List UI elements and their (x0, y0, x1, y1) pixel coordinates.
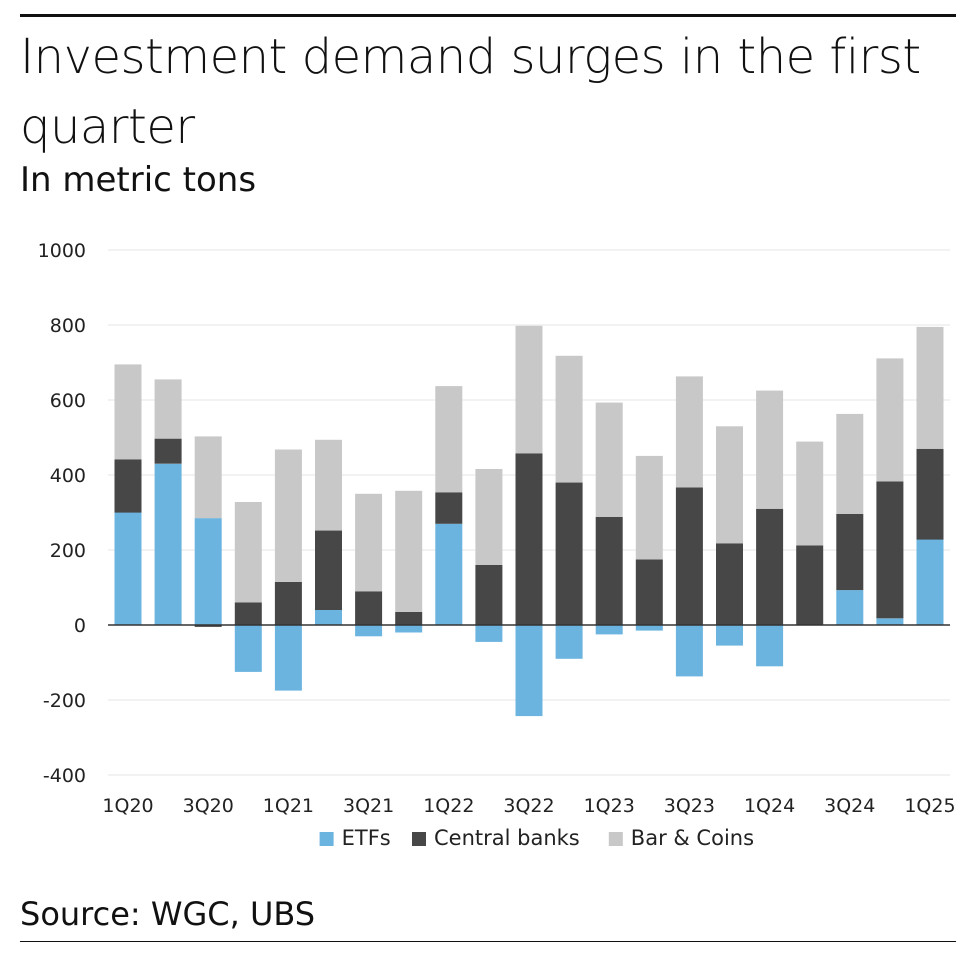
bar-segment (716, 625, 743, 646)
bar-segment (435, 523, 463, 626)
bar-segment (675, 487, 703, 625)
bar-segment (796, 545, 824, 625)
bar-segment (555, 482, 583, 625)
x-tick-label: 3Q23 (664, 795, 715, 817)
bar-segment (836, 590, 864, 625)
bar-segment (435, 386, 463, 493)
x-tick-label: 3Q20 (183, 795, 234, 817)
y-tick-label: -400 (43, 765, 86, 787)
bar-segment (635, 625, 663, 631)
legend-swatch (608, 832, 623, 846)
bottom-rule (20, 941, 956, 942)
bar-segment (716, 426, 743, 544)
bar-segment (114, 459, 142, 513)
top-rule (20, 14, 956, 17)
y-tick-label: 400 (50, 465, 86, 487)
bar-segment (395, 625, 423, 633)
bar-segment (475, 469, 503, 565)
bar-segment (154, 379, 182, 439)
bar-segment (796, 441, 824, 546)
bar-segment (194, 518, 222, 625)
bar-segment (234, 602, 262, 625)
legend-swatch (319, 832, 334, 846)
bar-segment (194, 625, 222, 627)
x-tick-label: 1Q24 (744, 795, 795, 817)
x-tick-label: 1Q22 (423, 795, 474, 817)
bar-segment (435, 492, 463, 524)
source-note: Source: WGC, UBS (20, 895, 316, 933)
y-tick-label: 800 (50, 315, 86, 337)
bar-segment (716, 543, 743, 626)
bar-segment (515, 325, 543, 454)
x-tick-label: 1Q20 (102, 795, 153, 817)
x-tick-label: 1Q23 (584, 795, 635, 817)
bar-segment (635, 455, 663, 560)
bar-segment (154, 463, 182, 626)
legend-swatch (412, 832, 426, 846)
x-tick-label: 3Q24 (824, 795, 875, 817)
x-tick-label: 3Q21 (343, 795, 394, 817)
legend-label: Central banks (434, 826, 580, 850)
x-tick-label: 1Q25 (904, 795, 955, 817)
bar-segment (315, 610, 342, 625)
y-tick-label: 200 (50, 540, 86, 562)
bar-segment (274, 625, 302, 691)
bar-segment (475, 625, 503, 642)
bar-segment (916, 539, 944, 625)
bar-segment (756, 390, 784, 509)
bar-segment (555, 625, 583, 659)
bar-segment (315, 439, 342, 531)
bar-segment (355, 625, 383, 637)
chart-title: Investment demand surges in the first qu… (20, 29, 921, 155)
legend-label: ETFs (342, 826, 391, 850)
bar-segment (355, 493, 383, 592)
bar-segment (756, 508, 784, 626)
y-tick-label: -200 (43, 690, 86, 712)
bar-segment (916, 448, 944, 540)
bar-segment (675, 376, 703, 488)
y-tick-label: 600 (50, 390, 86, 412)
bar-segment (114, 364, 142, 460)
bar-segment (475, 565, 503, 625)
bar-segment (515, 625, 543, 717)
bar-segment (274, 449, 302, 582)
y-tick-label: 1000 (38, 240, 86, 262)
bar-segment (555, 355, 583, 483)
bar-segment (876, 358, 904, 482)
bar-segment (515, 453, 543, 626)
bar-segment (114, 512, 142, 625)
bar-segment (395, 611, 423, 625)
bar-segment (274, 581, 302, 625)
bar-segment (635, 559, 663, 625)
bar-segment (836, 413, 864, 514)
bar-segment (194, 436, 222, 519)
bar-segment (154, 438, 182, 464)
bar-segment (836, 514, 864, 591)
bar-segment (395, 490, 423, 612)
bar-segment (876, 618, 904, 626)
bar-segment (595, 517, 623, 625)
bar-segment (916, 326, 944, 449)
stacked-bar-chart: -400 -200 0 200 400 600 800 1000 1Q20 3Q20 1Q21 3Q2… (38, 240, 956, 850)
bar-segment (355, 591, 383, 626)
legend-label: Bar & Coins (631, 826, 754, 850)
x-tick-label: 3Q22 (503, 795, 554, 817)
bar-segment (234, 625, 262, 672)
x-tick-label: 1Q21 (263, 795, 314, 817)
bar-segment (595, 402, 623, 517)
bar-segment (234, 502, 262, 603)
bar-segment (756, 625, 784, 667)
bar-segment (315, 530, 342, 610)
y-tick-label: 0 (74, 615, 86, 637)
chart-subtitle: In metric tons (20, 160, 257, 200)
bar-segment (876, 481, 904, 619)
bar-segment (675, 625, 703, 677)
bar-segment (595, 625, 623, 635)
